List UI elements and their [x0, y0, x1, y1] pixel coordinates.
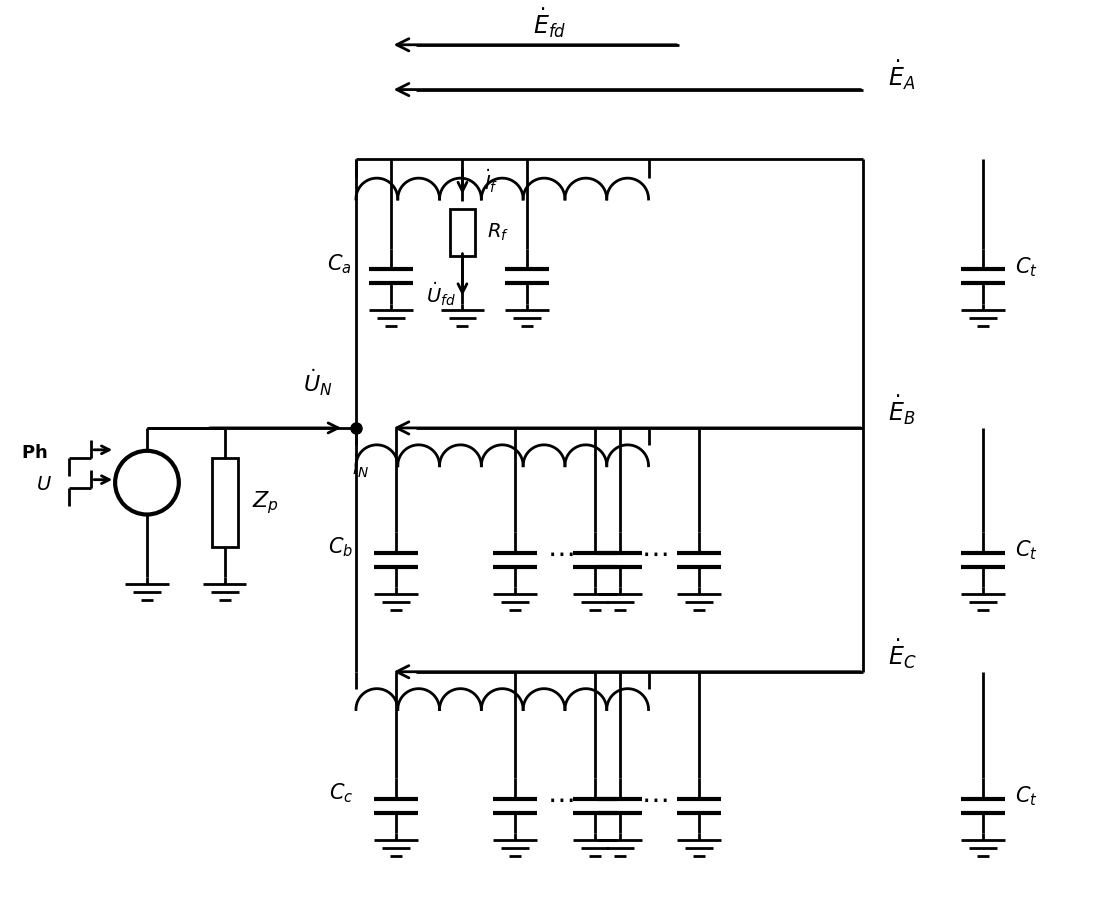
Text: $C_t$: $C_t$ — [1015, 785, 1037, 808]
Text: $C_t$: $C_t$ — [1015, 255, 1037, 278]
Text: $\dot{U}_{fd}$: $\dot{U}_{fd}$ — [425, 279, 456, 307]
Text: $\cdots$: $\cdots$ — [547, 541, 573, 568]
Text: $\cdots$: $\cdots$ — [641, 541, 668, 568]
Bar — [449, 209, 475, 256]
Text: $\cdots$: $\cdots$ — [641, 786, 668, 814]
Bar — [211, 458, 238, 547]
Text: $C_b$: $C_b$ — [329, 535, 353, 559]
Text: $C_c$: $C_c$ — [329, 781, 353, 805]
Text: $\dot{I}_N$: $\dot{I}_N$ — [352, 452, 370, 480]
Text: $\dot{I}_f$: $\dot{I}_f$ — [485, 167, 499, 195]
Text: $\mathbf{Ph}$: $\mathbf{Ph}$ — [21, 444, 48, 462]
Text: $\dot{U}_N$: $\dot{U}_N$ — [303, 368, 333, 398]
Text: $\dot{E}_B$: $\dot{E}_B$ — [889, 393, 915, 427]
Text: $U$: $U$ — [35, 475, 51, 493]
Text: $R_f$: $R_f$ — [487, 221, 509, 243]
Text: $\dot{E}_A$: $\dot{E}_A$ — [889, 58, 915, 92]
Text: $\dot{E}_{fd}$: $\dot{E}_{fd}$ — [534, 5, 567, 40]
Text: $C_t$: $C_t$ — [1015, 539, 1037, 562]
Text: $Z_p$: $Z_p$ — [252, 489, 279, 516]
Text: $C_a$: $C_a$ — [327, 252, 351, 276]
Text: $\cdots$: $\cdots$ — [547, 786, 573, 814]
Text: $\dot{E}_C$: $\dot{E}_C$ — [889, 637, 917, 671]
